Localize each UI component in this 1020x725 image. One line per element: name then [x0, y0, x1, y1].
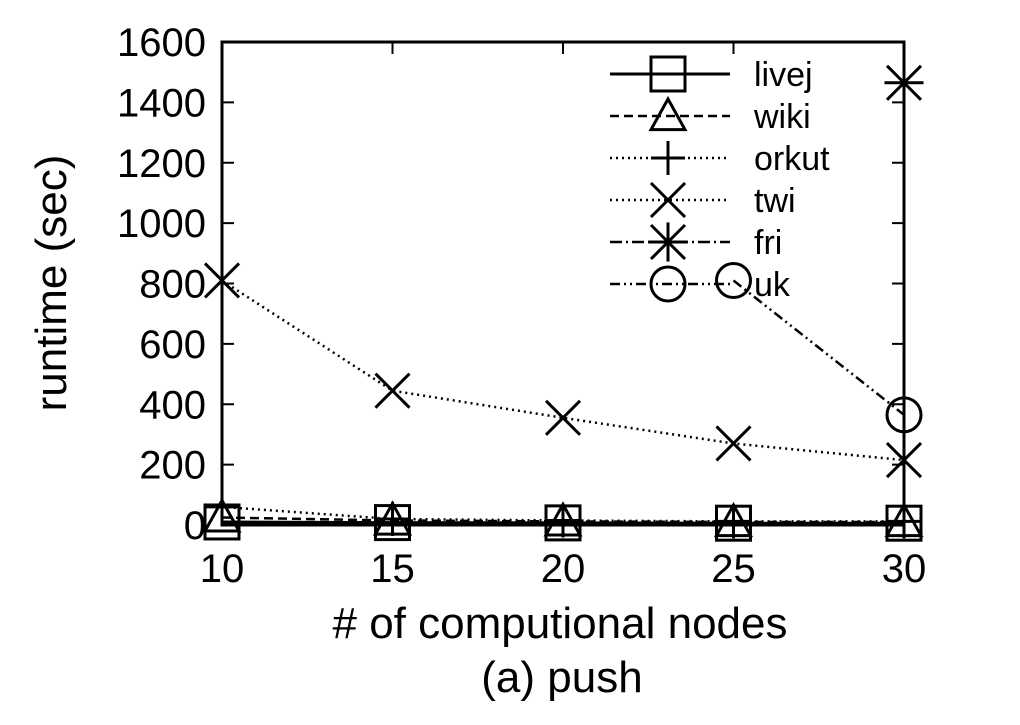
y-axis-ticks: 0 200 400 600 800 1000 1200 1400 1600 — [117, 21, 904, 548]
legend-label: fri — [754, 224, 782, 262]
series-line-twi — [221, 279, 905, 462]
x-axis-title: # of computional nodes — [333, 599, 788, 648]
y-tick-label: 600 — [139, 323, 206, 367]
legend-marker-orkut — [651, 141, 685, 175]
y-tick-label: 1200 — [117, 142, 206, 186]
legend-label: wiki — [753, 98, 811, 136]
y-tick-label: 0 — [184, 504, 206, 548]
x-tick-label: 30 — [882, 547, 927, 591]
data-point-wiki — [202, 497, 242, 533]
data-point-uk — [715, 261, 752, 299]
legend-marker-uk — [649, 265, 687, 303]
legend-label: orkut — [754, 140, 830, 178]
y-tick-label: 1600 — [117, 21, 206, 65]
legend-marker-wiki — [648, 95, 688, 132]
data-point-twi — [374, 372, 411, 409]
legend-item-uk: uk — [610, 265, 791, 304]
plot-markers — [202, 63, 924, 542]
legend-marker-fri — [648, 222, 688, 262]
legend-marker-twi — [649, 181, 687, 219]
legend-label: twi — [754, 182, 796, 220]
data-point-twi — [715, 425, 752, 462]
plot-lines — [221, 279, 905, 525]
legend: livej wiki orkut twi fri uk — [610, 55, 830, 304]
y-tick-label: 1000 — [117, 202, 206, 246]
y-axis-title: runtime (sec) — [27, 155, 76, 412]
legend-item-orkut: orkut — [610, 140, 830, 178]
y-tick-label: 1400 — [117, 81, 206, 125]
y-tick-label: 200 — [139, 444, 206, 488]
legend-marker-livej — [649, 55, 687, 93]
series-line-uk — [732, 279, 905, 416]
x-axis-ticks: 10 15 20 25 30 — [200, 42, 927, 591]
figure-caption: (a) push — [481, 653, 642, 702]
x-tick-label: 15 — [370, 547, 415, 591]
legend-label: uk — [754, 266, 791, 304]
x-tick-label: 25 — [711, 547, 756, 591]
y-tick-label: 400 — [139, 383, 206, 427]
data-point-twi — [544, 399, 582, 436]
legend-label: livej — [754, 56, 813, 94]
legend-item-twi: twi — [610, 181, 796, 220]
legend-item-wiki: wiki — [610, 95, 811, 136]
legend-item-fri: fri — [610, 222, 782, 262]
x-tick-label: 10 — [200, 547, 245, 591]
y-tick-label: 800 — [139, 263, 206, 307]
legend-item-livej: livej — [610, 55, 813, 94]
x-tick-label: 20 — [541, 547, 586, 591]
